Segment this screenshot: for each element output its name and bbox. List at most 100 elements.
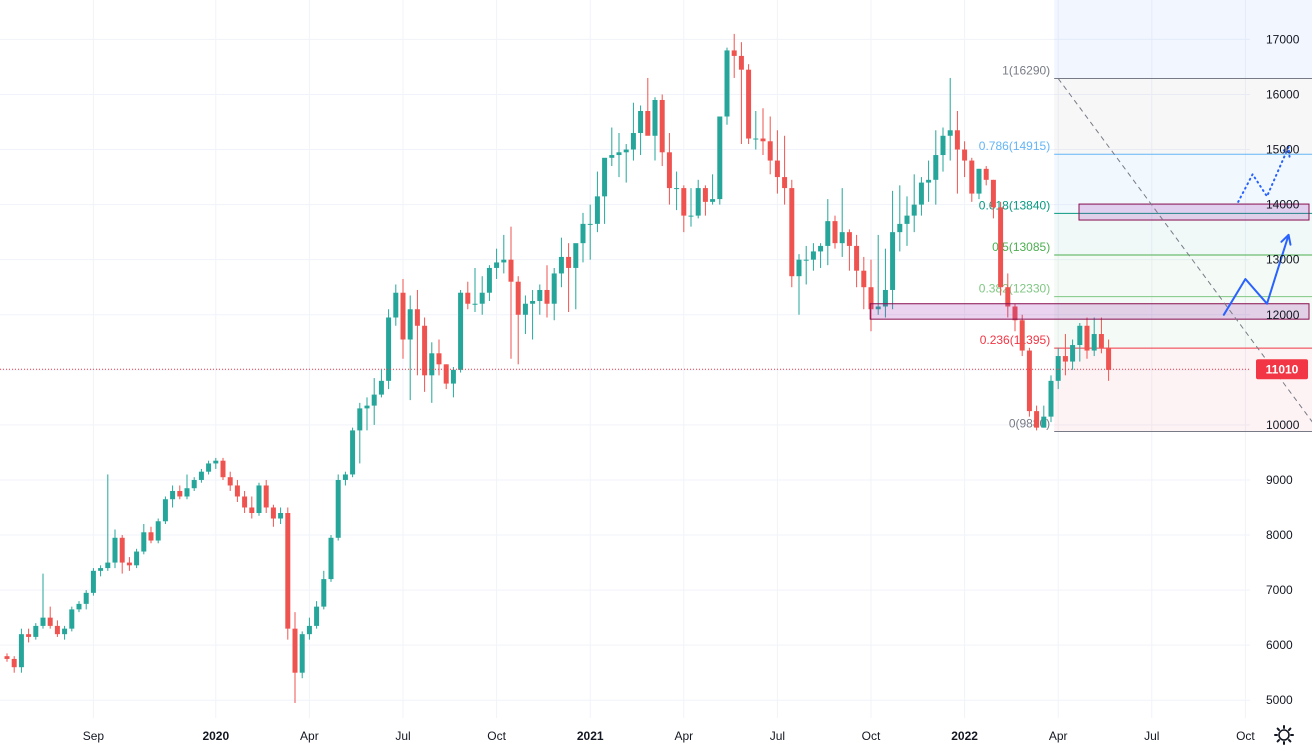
candle — [630, 102, 636, 161]
candle-body — [400, 292, 406, 340]
candle-body — [875, 306, 881, 310]
candle-body — [407, 309, 413, 340]
candle — [904, 196, 910, 246]
candle — [832, 215, 838, 249]
x-tick-label: Oct — [487, 729, 506, 743]
candle-body — [753, 138, 759, 140]
candle-body — [587, 223, 593, 225]
candle-body — [933, 155, 939, 180]
candle — [1048, 375, 1054, 423]
resistance-zone — [1078, 203, 1310, 221]
candle-body — [11, 658, 17, 668]
candle — [1041, 405, 1047, 428]
candle-body — [342, 474, 348, 480]
candle-body — [710, 199, 716, 202]
candle-body — [18, 634, 24, 668]
candle — [1034, 405, 1040, 431]
candle-body — [746, 69, 752, 139]
candle-body — [738, 55, 744, 70]
candle — [803, 245, 809, 285]
candle-body — [350, 430, 356, 475]
fib-band — [1054, 154, 1312, 214]
candle-body — [717, 116, 723, 200]
candle — [234, 479, 240, 502]
candle — [206, 460, 212, 475]
candle-body — [1091, 334, 1097, 351]
candle — [789, 179, 795, 288]
candle — [386, 309, 392, 390]
y-tick-label: 5000 — [1266, 693, 1293, 707]
candle — [177, 485, 183, 500]
candle-body — [832, 221, 838, 244]
candle-body — [602, 157, 608, 197]
fib-band — [1054, 78, 1312, 155]
candle — [731, 33, 737, 78]
candle-body — [1106, 347, 1112, 370]
candle — [652, 97, 658, 161]
candle-body — [1034, 411, 1040, 428]
candle-body — [594, 196, 600, 224]
settings-button[interactable] — [1274, 725, 1294, 745]
candle-body — [645, 110, 651, 136]
candle-body — [566, 256, 572, 268]
candle-body — [1026, 350, 1032, 412]
candle-body — [472, 303, 478, 305]
candle — [515, 276, 521, 365]
time-axis[interactable]: Sep 2020 Apr Jul Oct 2021 Apr Jul Oct 2022 Apr Jul O… — [83, 729, 1256, 743]
candle-body — [1098, 334, 1104, 348]
candle-body — [134, 551, 140, 566]
candle — [954, 110, 960, 194]
candle — [918, 177, 924, 216]
candle — [681, 185, 687, 233]
candle-body — [162, 499, 168, 522]
fib-band — [1054, 0, 1312, 79]
candle-body — [198, 471, 204, 480]
candle-body — [436, 353, 442, 365]
candle-body — [558, 256, 564, 274]
candle-body — [393, 292, 399, 318]
candle — [11, 656, 17, 673]
candle-body — [573, 243, 579, 268]
candle — [537, 284, 543, 315]
candle-body — [695, 188, 701, 216]
candle-body — [314, 606, 320, 626]
candle-body — [508, 259, 514, 282]
candle-body — [429, 353, 435, 376]
candle-body — [1019, 320, 1025, 351]
candle-body — [818, 245, 824, 252]
candle-body — [126, 562, 132, 566]
candle — [126, 557, 132, 571]
candle — [486, 265, 492, 301]
candle-body — [119, 537, 125, 563]
candle-body — [1070, 345, 1076, 362]
candle-body — [465, 292, 471, 304]
candle-body — [638, 110, 644, 134]
candle — [674, 171, 680, 211]
candle-body — [724, 50, 730, 117]
candle-body — [90, 570, 96, 593]
candle — [54, 620, 60, 637]
candle-body — [839, 232, 845, 244]
candle — [1077, 323, 1083, 362]
candle — [357, 402, 363, 464]
candle-body — [98, 568, 104, 571]
candle-body — [659, 99, 665, 153]
candle — [911, 174, 917, 233]
candle-body — [731, 50, 737, 56]
fib-retracement-shading — [1054, 0, 1312, 432]
candle — [278, 507, 284, 525]
candle — [666, 133, 672, 205]
candle-body — [666, 152, 672, 189]
candle-body — [54, 625, 60, 635]
candle-body — [242, 496, 248, 508]
candle-body — [328, 537, 334, 580]
candle — [846, 229, 852, 271]
candle-body — [796, 259, 802, 277]
candle-body — [803, 259, 809, 261]
price-axis[interactable]: 5000600070008000900010000110001200013000… — [1256, 32, 1308, 707]
current-price-tag — [1256, 359, 1308, 380]
candle — [1098, 317, 1104, 354]
fib-band — [1054, 255, 1312, 297]
candle-body — [861, 270, 867, 288]
